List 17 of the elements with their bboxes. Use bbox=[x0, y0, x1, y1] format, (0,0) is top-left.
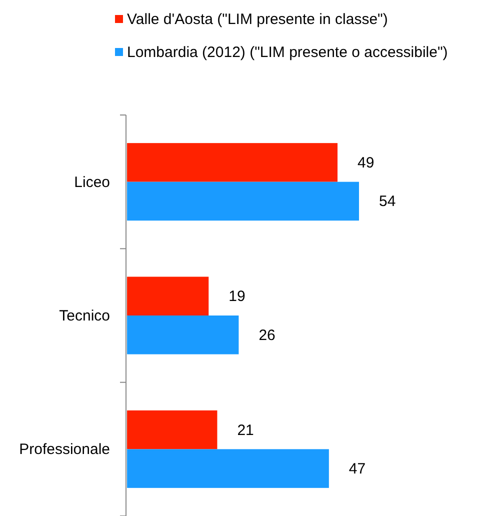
data-label: 26 bbox=[258, 326, 276, 344]
legend-label: Valle d'Aosta ("LIM presente in classe") bbox=[127, 11, 388, 28]
y-tick-label: Tecnico bbox=[59, 308, 110, 324]
bar bbox=[127, 143, 338, 182]
bar bbox=[127, 182, 359, 221]
legend-label: Lombardia (2012) ("LIM presente o accessibile") bbox=[127, 44, 448, 61]
data-label: 19 bbox=[228, 288, 246, 306]
bar bbox=[127, 449, 329, 488]
data-label: 21 bbox=[237, 422, 254, 439]
bar bbox=[127, 410, 218, 450]
data-label: 47 bbox=[348, 460, 366, 478]
data-label: 54 bbox=[379, 193, 396, 210]
data-label: 49 bbox=[358, 154, 374, 172]
bar bbox=[127, 316, 239, 354]
bar bbox=[127, 276, 209, 316]
y-tick-label: Liceo bbox=[74, 174, 110, 191]
y-tick-label: Professionale bbox=[19, 441, 110, 458]
